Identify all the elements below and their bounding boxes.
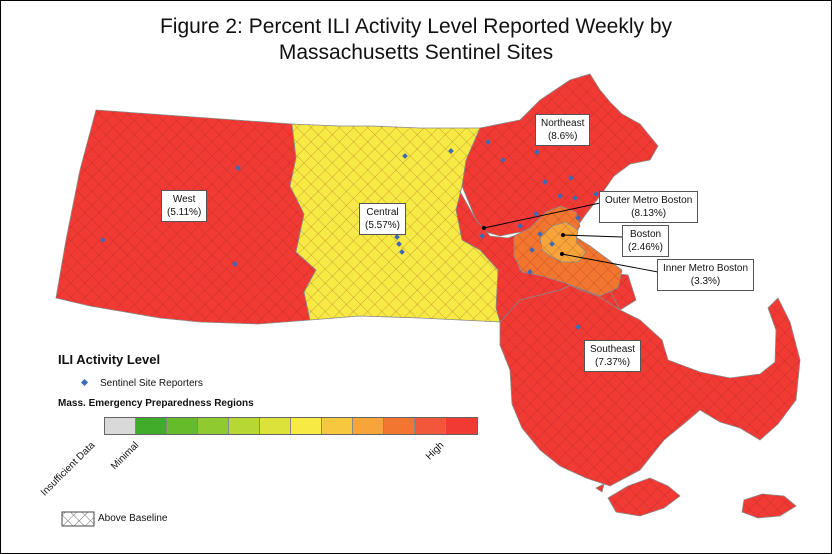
sentinel-site-marker — [542, 179, 548, 185]
title-line-1: Figure 2: Percent ILI Activity Level Rep… — [159, 15, 673, 38]
label-inner-metro-name: Inner Metro Boston — [663, 263, 749, 274]
sentinel-site-marker — [100, 237, 106, 243]
scale-swatch — [291, 418, 322, 434]
scale-swatch — [136, 418, 167, 434]
sentinel-site-marker — [479, 233, 485, 239]
above-baseline-hatch — [608, 478, 680, 516]
label-leader-lines — [483, 202, 659, 273]
region-southeast — [499, 271, 801, 519]
label-southeast-value: (7.37%) — [595, 357, 631, 368]
figure-title: Figure 2: Percent ILI Activity Level Rep… — [0, 14, 832, 66]
label-boston-value: (2.46%) — [628, 242, 664, 253]
scale-swatch — [415, 418, 446, 434]
scale-swatch — [105, 418, 136, 434]
sentinel-site-marker — [394, 234, 400, 240]
label-leader-ends — [482, 226, 565, 256]
label-northeast-value: (8.6%) — [547, 131, 578, 142]
above-baseline-hatch — [462, 74, 658, 236]
scale-swatch — [446, 418, 477, 434]
scale-swatch — [198, 418, 229, 434]
sentinel-site-marker — [533, 211, 539, 217]
legend-title: ILI Activity Level — [58, 352, 161, 367]
sentinel-site-marker — [557, 193, 563, 199]
scale-swatch — [260, 418, 291, 434]
title-line-2: Massachusetts Sentinel Sites — [278, 41, 554, 64]
scale-swatch — [167, 418, 198, 434]
sentinel-site-marker — [232, 261, 238, 267]
sentinel-site-marker — [537, 231, 543, 237]
label-boston-name: Boston — [629, 229, 662, 240]
sentinel-site-marker — [575, 324, 581, 330]
scale-swatch — [322, 418, 353, 434]
above-baseline-hatch — [742, 494, 796, 518]
sentinel-site-marker — [534, 149, 540, 155]
sentinel-site-marker — [549, 241, 555, 247]
label-outer-metro-name: Outer Metro Boston — [605, 195, 693, 206]
sentinel-site-marker — [517, 223, 523, 229]
label-inner-metro-value: (3.3%) — [690, 276, 721, 287]
scale-swatch — [353, 418, 384, 434]
scale-swatch — [384, 418, 415, 434]
above-baseline-hatch — [596, 484, 604, 492]
above-baseline-swatch — [61, 511, 95, 527]
label-west: West (5.11%) — [161, 190, 208, 222]
sentinel-site-marker — [529, 247, 535, 253]
sentinel-site-marker — [399, 249, 405, 255]
sentinel-site-marker — [396, 241, 402, 247]
sentinel-site-marker — [485, 139, 491, 145]
label-southeast: Southeast (7.37%) — [584, 340, 642, 372]
sentinel-site-marker — [402, 153, 408, 159]
label-west-value: (5.11%) — [167, 207, 202, 218]
label-outer-metro-value: (8.13%) — [631, 208, 667, 219]
label-central: Central (5.57%) — [359, 203, 407, 235]
label-outer-metro-boston: Outer Metro Boston (8.13%) — [599, 191, 699, 223]
label-southeast-name: Southeast — [590, 344, 636, 355]
sentinel-site-marker — [575, 215, 581, 221]
legend-regions-label: Mass. Emergency Preparedness Regions — [58, 398, 254, 409]
sentinel-site-marker — [593, 191, 599, 197]
sentinel-site-marker — [572, 195, 578, 201]
label-northeast: Northeast (8.6%) — [535, 114, 591, 146]
scale-swatch — [229, 418, 260, 434]
label-boston: Boston (2.46%) — [622, 225, 670, 257]
label-central-name: Central — [366, 207, 399, 218]
label-west-name: West — [172, 194, 196, 205]
legend-above-baseline-label: Above Baseline — [98, 513, 168, 524]
sentinel-site-marker — [500, 157, 506, 163]
sentinel-site-marker — [448, 148, 454, 154]
above-baseline-hatch — [500, 272, 800, 486]
above-baseline-hatch — [540, 222, 586, 262]
sentinel-site-marker — [235, 165, 241, 171]
sentinel-site-marker — [527, 269, 533, 275]
label-inner-metro-boston: Inner Metro Boston (3.3%) — [657, 259, 755, 291]
activity-color-scale — [104, 417, 478, 435]
legend-sites-label: Sentinel Site Reporters — [100, 378, 203, 389]
sentinel-site-marker — [568, 175, 574, 181]
label-central-value: (5.57%) — [365, 220, 401, 231]
label-northeast-name: Northeast — [541, 118, 585, 129]
